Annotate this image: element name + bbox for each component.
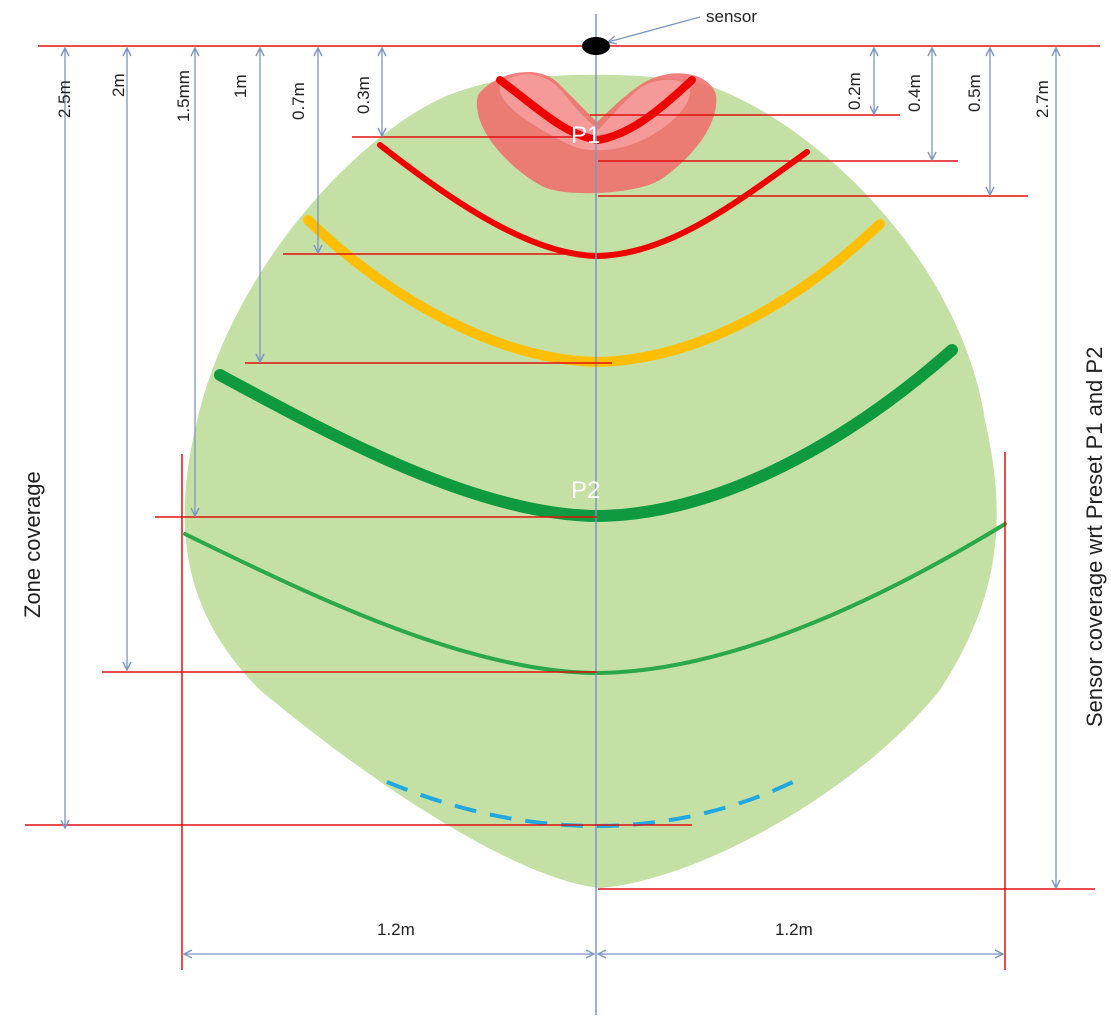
dimension-arrows <box>65 16 1056 954</box>
width-label-left: 1.2m <box>377 920 415 939</box>
preset-p2-label: P2 <box>571 477 600 504</box>
sensor-label: sensor <box>706 7 757 26</box>
dist-label-0-2m: 0.2m <box>845 72 864 110</box>
range-curve-1m <box>303 215 885 368</box>
dist-label-1m: 1m <box>231 74 250 98</box>
width-label-right: 1.2m <box>775 920 813 939</box>
dist-label-0-4m: 0.4m <box>905 74 924 112</box>
dist-label-2m: 2m <box>109 73 128 97</box>
dist-label-1-5mm: 1.5mm <box>174 70 193 122</box>
sensor-pointer <box>608 16 701 42</box>
sensor-icon <box>582 37 610 55</box>
dist-label-0-7m: 0.7m <box>289 82 308 120</box>
dist-label-2-5m: 2.5m <box>55 80 74 118</box>
guide-lines <box>25 45 1100 970</box>
zone-coverage-area <box>184 74 997 889</box>
range-curve-2m <box>183 522 1007 676</box>
sensor-coverage-label: Sensor coverage wrt Preset P1 and P2 <box>1082 347 1107 727</box>
preset-p1-label: P1 <box>571 122 600 149</box>
dist-label-2-7m: 2.7m <box>1033 80 1052 118</box>
dist-label-0-5m: 0.5m <box>965 74 984 112</box>
p1-inner-region <box>499 74 690 151</box>
range-curve-0-7m <box>377 142 810 260</box>
range-curve-0-3m <box>496 76 696 145</box>
zone-coverage-label: Zone coverage <box>20 471 45 618</box>
dist-label-0-3m: 0.3m <box>354 76 373 114</box>
range-curve-2-5m-dashed <box>386 778 798 829</box>
range-curve-1-5m <box>214 344 958 523</box>
